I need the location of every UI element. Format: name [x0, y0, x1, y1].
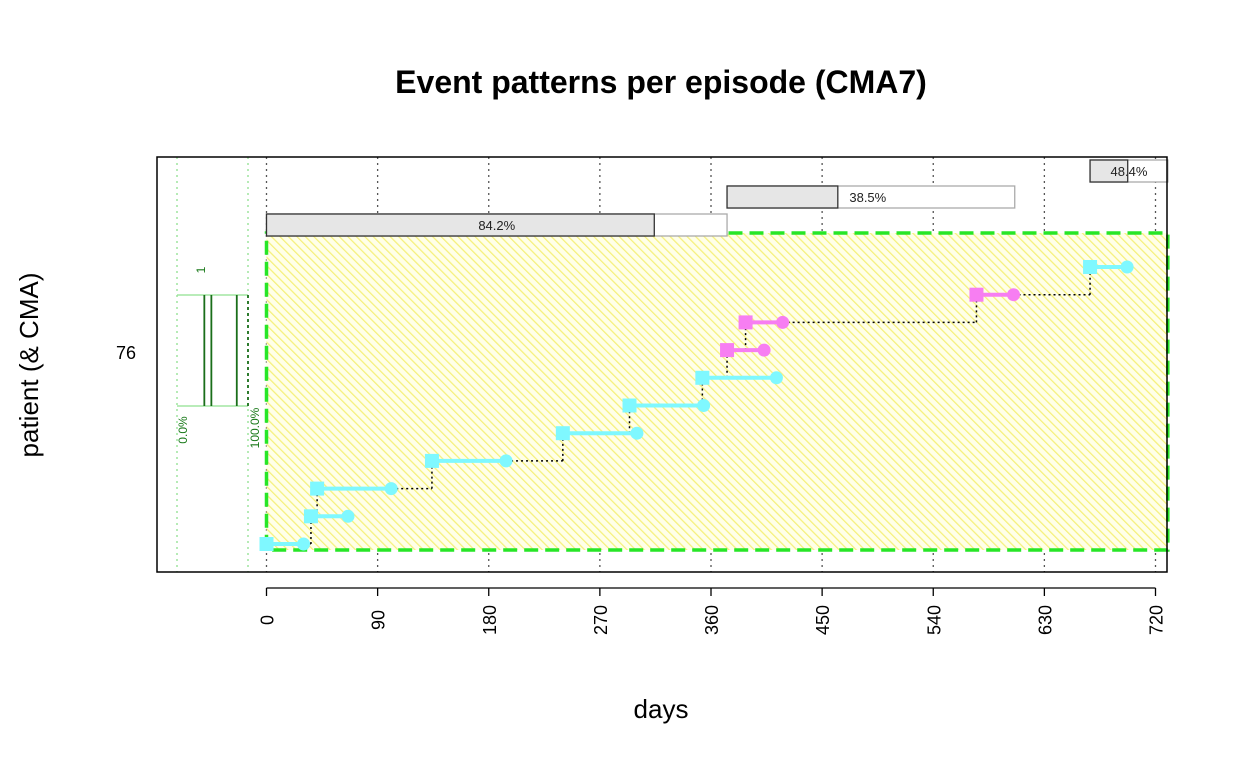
cma-bar-label: 84.2%: [478, 218, 515, 233]
event-end-marker: [1120, 260, 1134, 274]
event-end-marker: [384, 482, 398, 496]
cma-bar-fill: [726, 185, 839, 209]
plot-border: [156, 156, 1168, 573]
event-start-marker: [555, 426, 570, 441]
event-start-marker: [622, 398, 637, 413]
cma-bar-label: 48.4%: [1111, 164, 1148, 179]
x-axis: 0 90 180 270 360 450 540 630 720: [258, 587, 1167, 635]
episode-fill: [266, 233, 1168, 550]
event-start-marker: [259, 537, 274, 551]
x-tick-label: 360: [702, 605, 722, 635]
event-end-marker: [757, 343, 771, 357]
histogram-max-label: 100.0%: [248, 407, 262, 448]
event-end-marker: [297, 537, 311, 551]
histogram-count-label: 1: [194, 266, 208, 273]
event-end-marker: [776, 315, 790, 329]
chart-title: Event patterns per episode (CMA7): [395, 64, 927, 100]
patient-id-label: 76: [116, 343, 136, 363]
event-start-marker: [695, 370, 710, 385]
event-end-marker: [499, 454, 513, 468]
x-tick-label: 90: [369, 610, 389, 630]
x-tick-label: 0: [258, 615, 278, 625]
x-tick-label: 180: [480, 605, 500, 635]
cma-bars: 84.2% 38.5% 48.4%: [265, 159, 1169, 237]
event-end-marker: [341, 509, 355, 523]
event-start-marker: [720, 343, 735, 358]
event-end-marker: [630, 426, 644, 440]
cma-histogram: 1 0.0% 100.0%: [176, 157, 262, 572]
event-start-marker: [424, 453, 439, 468]
cma-bar-label: 38.5%: [849, 190, 886, 205]
episode-layer: [264, 231, 1170, 552]
event-start-marker: [738, 315, 753, 330]
event-end-marker: [1007, 288, 1021, 302]
events-layer: [259, 260, 1134, 551]
x-tick-label: 270: [591, 605, 611, 635]
event-start-marker: [310, 481, 325, 496]
event-start-marker: [303, 509, 318, 524]
x-tick-label: 720: [1147, 605, 1167, 635]
y-axis-label: patient (& CMA): [14, 273, 44, 458]
cma-bar-fill: [265, 213, 655, 237]
x-axis-label: days: [634, 694, 689, 724]
event-end-marker: [769, 371, 783, 385]
x-tick-label: 540: [924, 605, 944, 635]
x-tick-label: 450: [813, 605, 833, 635]
x-tick-label: 630: [1035, 605, 1055, 635]
cma-bar-fill: [1089, 159, 1129, 183]
event-end-marker: [697, 399, 711, 412]
event-start-marker: [1083, 260, 1098, 274]
event-start-marker: [969, 287, 984, 302]
histogram-min-label: 0.0%: [176, 416, 190, 444]
